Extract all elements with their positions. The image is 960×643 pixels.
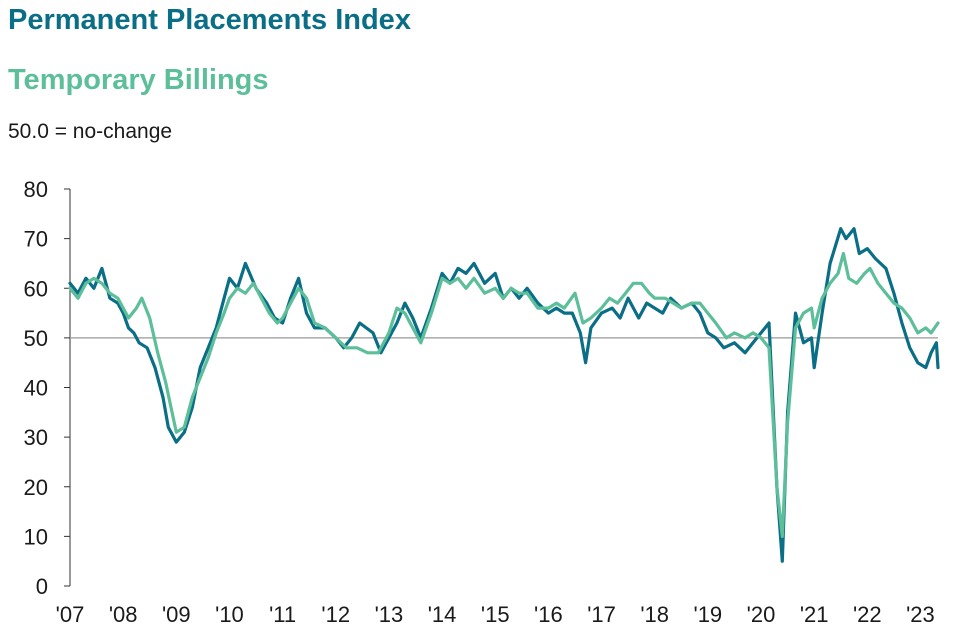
x-tick-label: '13: [375, 602, 404, 627]
series-group: [68, 227, 940, 563]
y-tick-label: 10: [24, 524, 48, 549]
chart-title: Permanent Placements Index: [8, 4, 411, 36]
x-tick-label: '12: [321, 602, 350, 627]
x-tick-label: '14: [428, 602, 457, 627]
x-tick-label: '08: [109, 602, 138, 627]
series-line-permanent-placements: [68, 227, 940, 563]
x-tick-label: '15: [481, 602, 510, 627]
axes: 0 10 20 30 40 50 60 70 80 '07 '08 '09 '10 '11 '12 '13 '1…: [24, 177, 938, 627]
y-tick-label: 40: [24, 376, 48, 401]
x-tick-label: '23: [906, 602, 935, 627]
x-tick-label: '16: [534, 602, 563, 627]
y-tick-label: 50: [24, 326, 48, 351]
x-tick-label: '20: [747, 602, 776, 627]
x-tick-label: '09: [162, 602, 191, 627]
x-tick-label: '22: [853, 602, 882, 627]
x-tick-label: '10: [215, 602, 244, 627]
y-tick-label: 20: [24, 475, 48, 500]
series-line-temporary-billings: [68, 251, 940, 538]
x-tick-label: '11: [269, 602, 296, 627]
y-tick-label: 70: [24, 227, 48, 252]
y-tick-label: 80: [24, 177, 48, 202]
x-tick-label: '18: [640, 602, 669, 627]
y-tick-label: 60: [24, 276, 48, 301]
x-tick-label: '07: [56, 602, 85, 627]
x-tick-label: '19: [694, 602, 723, 627]
chart-subtitle: Temporary Billings: [8, 64, 269, 96]
x-tick-label: '17: [587, 602, 616, 627]
x-tick-label: '21: [800, 602, 829, 627]
y-tick-label: 0: [36, 574, 48, 599]
y-tick-label: 30: [24, 425, 48, 450]
chart-note: 50.0 = no-change: [8, 120, 173, 143]
